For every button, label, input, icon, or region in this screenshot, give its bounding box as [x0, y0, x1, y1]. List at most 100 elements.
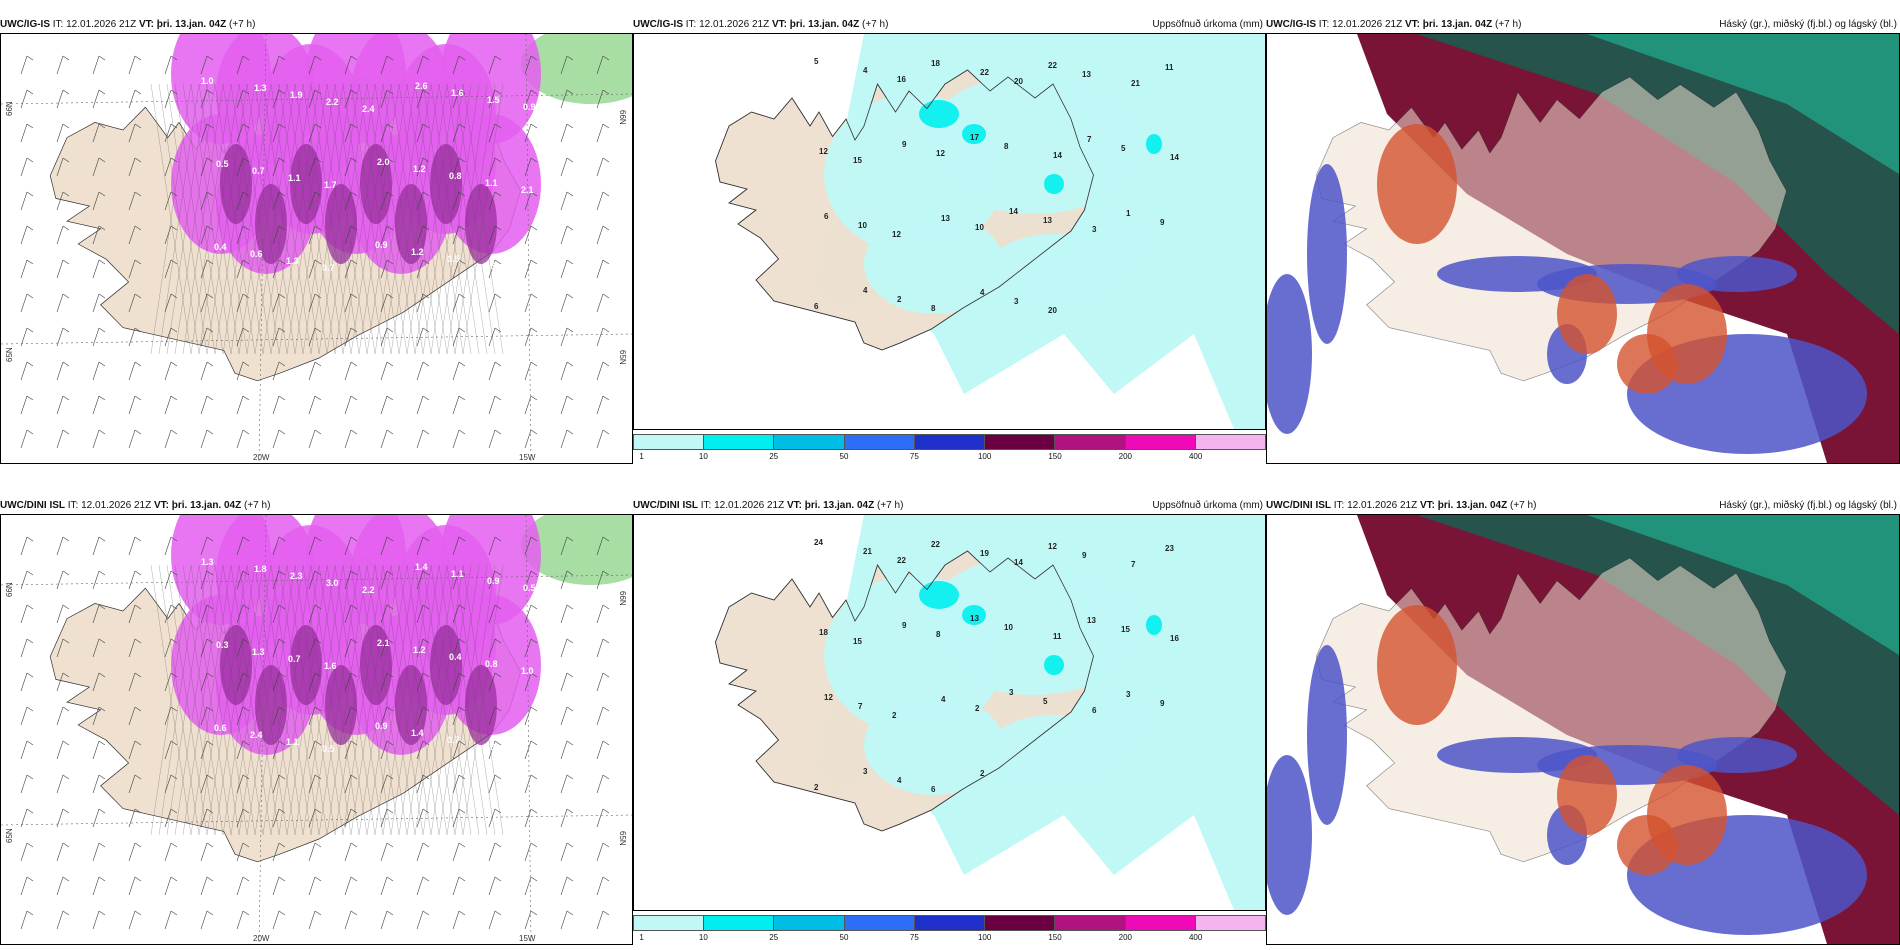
wind-barb	[566, 842, 574, 848]
valid-label: VT:	[153, 500, 169, 511]
hatch-line	[246, 83, 288, 355]
wind-barb	[242, 327, 250, 333]
precip-value: 11	[1165, 63, 1174, 72]
hatch-line	[294, 564, 336, 836]
wind-barb	[494, 327, 502, 333]
wind-barb	[458, 876, 466, 882]
snow-map[interactable]: 20W 15W 66N 65N 66N 65N 1.3 1.8 2.3 3.0 2.2 1.4 1.1 0…	[0, 514, 633, 945]
wind-barb	[26, 157, 34, 163]
wind-barb	[20, 740, 28, 760]
snow-value: 2.1	[377, 638, 390, 648]
wind-barb	[170, 536, 178, 542]
wind-barb	[170, 429, 178, 435]
precip-core	[1044, 655, 1064, 675]
panel-header: UWC/IG-IS IT: 12.01.2026 21Z VT: þri. 13…	[0, 18, 633, 32]
hatch-line	[254, 564, 296, 836]
snow-value: 0.3	[483, 742, 496, 752]
wind-barb	[272, 910, 280, 930]
wind-barb	[278, 361, 286, 367]
wind-barb	[242, 774, 250, 780]
wind-barb	[596, 774, 604, 794]
lat-label: 66N	[618, 110, 627, 125]
cloud-map[interactable]	[1266, 33, 1900, 464]
high-cloud-area	[1417, 34, 1899, 334]
wind-barb	[386, 157, 394, 163]
wind-barb	[26, 225, 34, 231]
wind-barb	[62, 774, 70, 780]
precip-map[interactable]: 5 4 16 18 22 20 22 13 21 11 12 15 9 12 17 8 14 7 5 14 6 10 12 1…	[633, 33, 1266, 430]
wind-barb	[200, 910, 208, 930]
hatch-line	[262, 564, 304, 836]
wind-barb	[278, 327, 286, 333]
cloud-map[interactable]	[1266, 514, 1900, 945]
precip-value: 12	[892, 230, 901, 239]
wind-barb	[170, 910, 178, 916]
snow-core	[220, 625, 252, 705]
wind-barb	[278, 259, 286, 265]
hatch-line	[454, 83, 496, 355]
wind-barb	[422, 740, 430, 746]
snow-value: 2.4	[250, 730, 263, 740]
wind-barb	[308, 808, 316, 828]
legend-swatch	[773, 434, 844, 450]
wind-barb	[416, 638, 424, 658]
wind-barb	[128, 225, 136, 245]
wind-barb	[350, 910, 358, 916]
wind-barb	[602, 740, 610, 746]
wind-barb	[416, 876, 424, 896]
wind-barb	[350, 638, 358, 644]
precip-value: 9	[1160, 699, 1165, 708]
wind-barb	[278, 536, 286, 542]
wind-barb	[20, 570, 28, 590]
wind-barb	[386, 395, 394, 401]
wind-barb	[530, 910, 538, 916]
wind-barb	[92, 842, 100, 862]
wind-barb	[92, 225, 100, 245]
wind-barb	[314, 706, 322, 712]
precip-legend-labels: 1 10 25 50 75 100 150 200 400	[633, 452, 1266, 462]
wind-barb	[200, 327, 208, 347]
wind-barb	[380, 536, 388, 556]
wind-barb	[98, 259, 106, 265]
panel-row1-clouds: UWC/IG-IS IT: 12.01.2026 21Z VT: þri. 13…	[1266, 18, 1900, 464]
wind-barb	[278, 604, 286, 610]
wind-barb	[308, 842, 316, 862]
wind-barb	[596, 259, 604, 279]
wind-barb	[386, 191, 394, 197]
wind-barb	[602, 842, 610, 848]
wind-barb	[62, 604, 70, 610]
wind-barb	[308, 327, 316, 347]
wind-barb	[20, 706, 28, 726]
wind-barb	[560, 876, 568, 896]
precip-map[interactable]: 24 21 22 22 19 14 12 9 7 23 18 15 9 8 13 10 11 13 15 16 12 7 2…	[633, 514, 1266, 911]
wind-barb	[272, 89, 280, 109]
legend-label: 25	[769, 452, 779, 461]
panel-header: UWC/DINI ISL IT: 12.01.2026 21Z VT: þri.…	[1266, 499, 1900, 513]
wind-barb	[452, 259, 460, 279]
wind-barb	[278, 876, 286, 882]
wind-barb	[242, 672, 250, 678]
wind-barb	[20, 123, 28, 143]
wind-barb	[344, 259, 352, 279]
wind-barb	[458, 191, 466, 197]
panel-row2-precip: UWC/DINI ISL IT: 12.01.2026 21Z VT: þri.…	[633, 499, 1266, 945]
wind-barb	[530, 774, 538, 780]
wind-barb	[314, 327, 322, 333]
wind-barb	[560, 225, 568, 245]
hatch-line	[454, 564, 496, 836]
wind-barb	[164, 157, 172, 177]
wind-barb	[494, 740, 502, 746]
wind-barb	[62, 570, 70, 576]
wind-barb	[62, 89, 70, 95]
wind-barb	[488, 225, 496, 245]
wind-barb	[596, 808, 604, 828]
wind-barb	[314, 876, 322, 882]
wind-barb	[350, 123, 358, 129]
wind-barb	[422, 89, 430, 95]
wind-barb	[128, 910, 136, 930]
hatch-line	[182, 83, 224, 355]
wind-barb	[380, 259, 388, 279]
precip-value: 18	[819, 628, 828, 637]
snow-map[interactable]: 20W 15W 66N 65N 66N 65N 1.0 1.3 1.9 2.2 2.4 2.6 1.6 1…	[0, 33, 633, 464]
wind-barb	[134, 327, 142, 333]
